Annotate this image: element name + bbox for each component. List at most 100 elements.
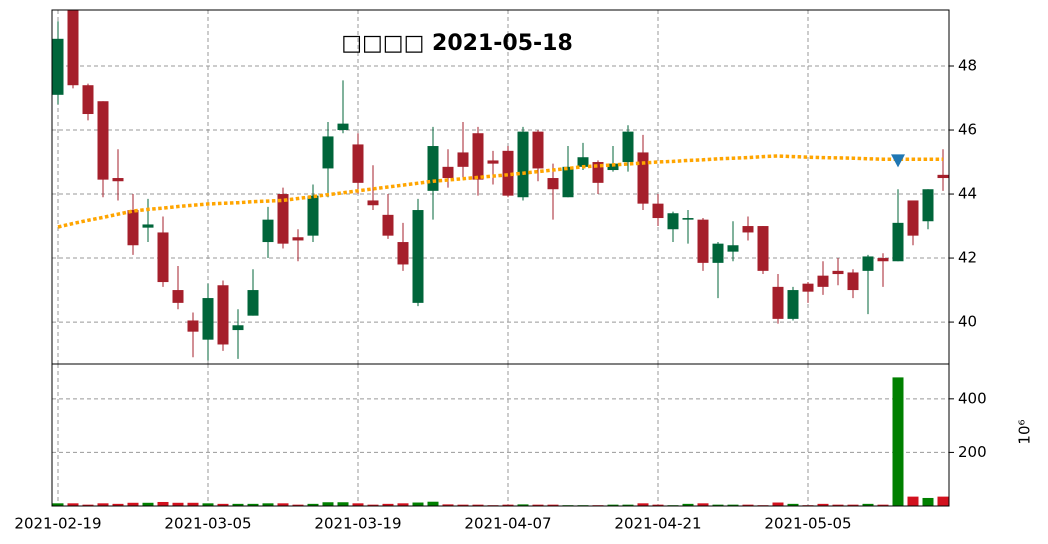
x-tick-label: 2021-03-05 [164, 515, 251, 533]
candle-body [157, 232, 169, 283]
moving-average-line [57, 154, 943, 229]
volume-bar [502, 504, 514, 506]
volume-bar [82, 504, 94, 506]
volume-bar [412, 502, 424, 506]
candle-body [922, 189, 934, 222]
volume-bar [292, 504, 304, 506]
candle-body [292, 237, 304, 241]
candle-body [412, 210, 424, 303]
x-tick-label: 2021-04-07 [464, 515, 551, 533]
candle-body [52, 38, 64, 95]
candle-body [502, 150, 514, 196]
y-tick-label: 42 [958, 249, 977, 267]
volume-bar [817, 503, 829, 506]
y-tick-label: 400 [958, 389, 987, 407]
volume-bar [442, 504, 454, 506]
volume-bar [187, 502, 199, 506]
candle-body [862, 256, 874, 271]
volume-bar [217, 503, 229, 506]
candle-body [382, 214, 394, 236]
candle-body [652, 203, 664, 219]
candle-body [442, 166, 454, 179]
volume-bar [607, 504, 619, 506]
volume-bar [322, 502, 334, 506]
volume-bar [277, 503, 289, 506]
candle-body [307, 195, 319, 236]
volume-bar [172, 502, 184, 506]
x-tick-label: 2021-04-21 [614, 515, 701, 533]
candle-body [877, 258, 889, 262]
volume-bar [772, 502, 784, 506]
candle-body [262, 219, 274, 243]
candle-body [832, 270, 844, 275]
volume-bar [532, 504, 544, 506]
volume-bar [682, 503, 694, 506]
y-tick-label: 48 [958, 57, 977, 75]
candle-body [847, 272, 859, 291]
candle-body [427, 146, 439, 191]
candle-body [547, 178, 559, 190]
volume-bar [832, 504, 844, 506]
candle-body [712, 243, 724, 263]
candle-body [127, 210, 139, 246]
y-tick-label: 40 [958, 313, 977, 331]
volume-frame [51, 363, 950, 507]
volume-bar [112, 503, 124, 506]
volume-bar [847, 504, 859, 506]
candle-body [232, 325, 244, 331]
candle-body [82, 85, 94, 115]
candle-body [892, 222, 904, 262]
volume-bar [547, 504, 559, 506]
candle-body [697, 219, 709, 263]
volume-bar [697, 503, 709, 506]
plot-layer [52, 10, 949, 506]
volume-bar [727, 504, 739, 506]
candle-body [112, 178, 124, 182]
volume-bar [787, 503, 799, 506]
volume-bar [97, 503, 109, 506]
candle-body [817, 275, 829, 287]
candle-body [622, 131, 634, 163]
candle-body [277, 194, 289, 244]
candle-body [352, 144, 364, 183]
volume-bar [52, 503, 64, 506]
volume-bar [142, 502, 154, 506]
candle-body [457, 152, 469, 167]
volume-bar [307, 503, 319, 506]
y-tick-label: 200 [958, 443, 987, 461]
volume-bar [637, 503, 649, 506]
chart-title: □□□□ 2021-05-18 [341, 31, 573, 56]
volume-bar [382, 503, 394, 506]
candle-body [562, 166, 574, 198]
candle-body [532, 131, 544, 169]
candle-body [367, 200, 379, 206]
candle-body [67, 10, 79, 86]
y-tick-label: 46 [958, 121, 977, 139]
volume-offset-label: 10⁶ [1016, 419, 1034, 444]
candle-body [187, 320, 199, 332]
candle-body [772, 286, 784, 319]
volume-bar [937, 496, 949, 506]
candle-body [787, 290, 799, 319]
candle-body [667, 213, 679, 230]
volume-bar [922, 497, 934, 506]
candle-body [682, 218, 694, 220]
x-tick-label: 2021-05-05 [764, 515, 851, 533]
y-tick-label: 44 [958, 185, 977, 203]
price-frame [51, 9, 950, 365]
volume-bar [232, 503, 244, 506]
volume-bar [397, 503, 409, 506]
candle-body [397, 242, 409, 265]
candle-body [142, 224, 154, 228]
candle-body [637, 152, 649, 204]
candle-body [757, 226, 769, 271]
volume-bar [367, 504, 379, 506]
candle-body [802, 283, 814, 292]
signal-marker [891, 154, 905, 168]
volume-bar [907, 496, 919, 506]
volume-bar [892, 377, 904, 506]
candle-body [607, 163, 619, 171]
volume-bar [262, 503, 274, 506]
candle-body [217, 285, 229, 345]
